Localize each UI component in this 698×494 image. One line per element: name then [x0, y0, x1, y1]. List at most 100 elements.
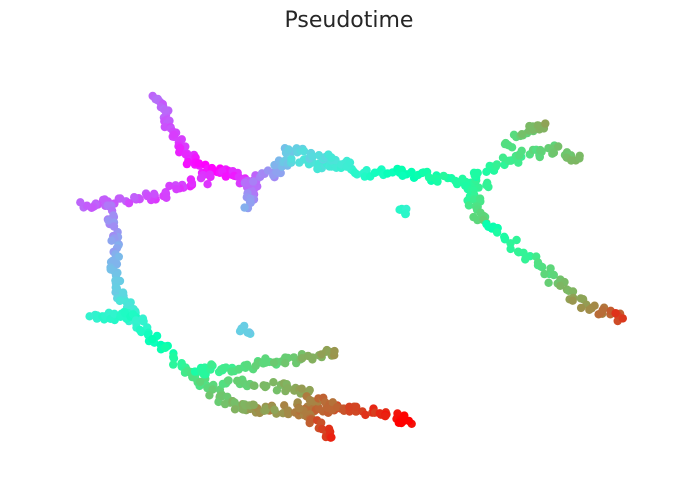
data-point: [249, 381, 258, 390]
data-point: [506, 244, 515, 254]
data-point: [345, 402, 354, 411]
data-point: [112, 284, 122, 293]
data-point: [207, 163, 217, 173]
data-point: [82, 201, 92, 210]
data-point: [544, 278, 553, 287]
data-point: [230, 405, 240, 414]
data-point: [283, 383, 293, 393]
data-point: [196, 377, 205, 387]
data-point: [203, 180, 212, 189]
data-point: [401, 209, 410, 218]
data-point: [398, 171, 407, 180]
data-point: [130, 193, 139, 202]
data-point: [270, 405, 279, 414]
data-point: [407, 167, 416, 177]
data-point: [618, 314, 627, 323]
data-point: [199, 370, 208, 379]
data-point: [183, 157, 193, 167]
data-point: [327, 433, 336, 442]
data-point: [299, 146, 309, 156]
data-point: [175, 143, 185, 153]
data-point: [308, 355, 317, 364]
data-point: [458, 174, 467, 183]
data-point: [611, 309, 620, 318]
data-point: [269, 378, 278, 387]
data-point: [165, 116, 174, 126]
data-point: [262, 381, 271, 391]
data-point: [221, 172, 230, 181]
data-point: [249, 400, 258, 410]
data-point: [568, 296, 577, 305]
data-point: [243, 328, 252, 337]
data-point: [107, 236, 116, 245]
data-point: [281, 359, 290, 368]
data-point: [112, 259, 122, 269]
data-point: [115, 296, 125, 306]
data-point: [230, 398, 239, 407]
data-point: [404, 416, 414, 426]
data-point: [249, 177, 258, 186]
data-point: [186, 175, 196, 184]
data-point: [512, 235, 521, 245]
data-point: [137, 327, 146, 337]
data-point: [517, 130, 527, 139]
data-point: [276, 168, 285, 178]
chart-title: Pseudotime: [284, 8, 414, 33]
data-point: [554, 142, 563, 151]
data-point: [350, 168, 360, 178]
data-point: [283, 406, 293, 415]
data-point: [76, 198, 85, 207]
data-point: [169, 130, 179, 139]
data-point: [361, 410, 370, 420]
data-point: [220, 399, 230, 409]
data-point: [172, 185, 181, 194]
data-point: [538, 262, 547, 272]
data-point: [519, 248, 528, 257]
data-point: [419, 168, 428, 177]
data-point: [148, 335, 157, 344]
data-point: [314, 403, 323, 412]
data-point: [161, 343, 170, 352]
data-point: [576, 303, 586, 313]
data-point: [243, 360, 252, 369]
data-point: [568, 287, 578, 296]
data-point: [287, 154, 296, 163]
data-point: [131, 316, 141, 325]
data-point: [114, 252, 124, 261]
data-point: [227, 367, 236, 376]
data-point: [143, 191, 152, 201]
data-point: [536, 145, 545, 155]
data-point: [118, 288, 128, 297]
data-point: [352, 402, 361, 411]
data-point: [124, 199, 134, 208]
data-point: [234, 365, 243, 374]
data-point: [549, 148, 559, 157]
data-point: [567, 156, 576, 165]
data-point: [109, 222, 119, 231]
data-point: [305, 385, 314, 395]
data-point: [169, 360, 178, 369]
data-point: [111, 276, 120, 285]
data-point: [517, 146, 526, 155]
data-point: [161, 106, 170, 115]
data-point: [194, 159, 204, 168]
data-point: [261, 358, 270, 367]
data-point: [498, 153, 508, 162]
data-point: [473, 168, 482, 178]
data-point: [397, 418, 406, 428]
data-point: [598, 306, 607, 315]
data-point: [207, 360, 216, 369]
data-point: [381, 412, 390, 421]
data-point: [169, 352, 178, 361]
data-point: [469, 195, 479, 204]
data-point: [482, 180, 491, 190]
data-point: [116, 194, 125, 203]
data-point: [546, 264, 555, 273]
data-point: [284, 145, 293, 154]
data-point: [149, 189, 159, 198]
data-point: [196, 174, 206, 183]
data-point: [492, 160, 502, 169]
data-point: [439, 171, 448, 181]
